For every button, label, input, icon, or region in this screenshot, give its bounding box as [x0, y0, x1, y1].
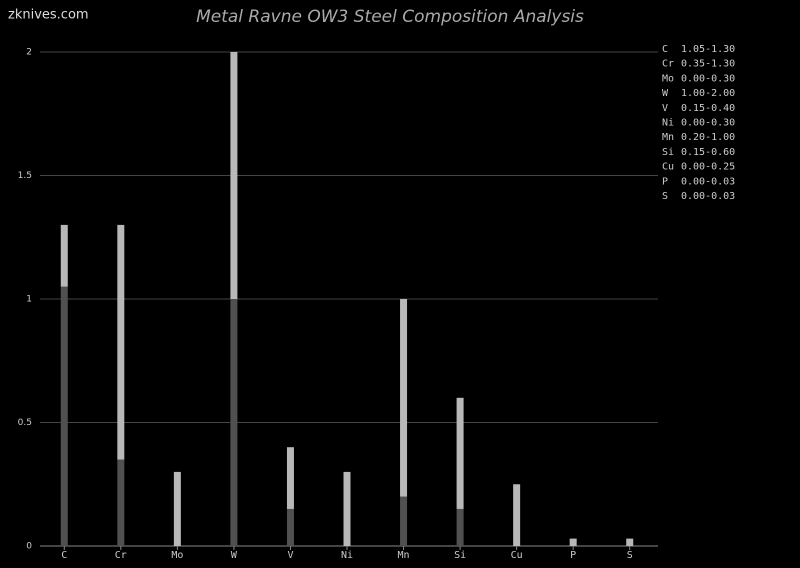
legend-category: V	[662, 103, 668, 114]
bar-range	[569, 538, 577, 546]
bar-range	[173, 471, 181, 546]
x-tick-label: P	[570, 550, 576, 561]
x-tick-label: Mo	[171, 550, 183, 561]
legend-category: W	[662, 88, 669, 99]
x-tick-label: Mn	[398, 550, 410, 561]
legend-category: Cu	[662, 162, 674, 173]
bar-min	[230, 299, 238, 546]
legend-category: Cr	[662, 59, 674, 70]
x-tick-label: Cu	[511, 550, 523, 561]
legend-range: 0.15-0.40	[681, 103, 735, 114]
bar-min	[400, 496, 408, 546]
legend-category: P	[662, 176, 668, 187]
x-tick-label: Si	[454, 550, 466, 561]
legend-range: 1.05-1.30	[681, 44, 735, 55]
bar-range	[60, 224, 68, 287]
legend-range: 0.15-0.60	[681, 147, 735, 158]
y-tick-label: 0.5	[18, 418, 32, 428]
legend-range: 0.20-1.00	[681, 132, 735, 143]
y-tick-label: 1	[26, 295, 32, 305]
bar-min	[117, 459, 125, 546]
bar-range	[456, 397, 464, 509]
x-tick-label: V	[287, 550, 293, 561]
legend-range: 0.00-0.25	[681, 162, 735, 173]
x-tick-label: W	[231, 550, 238, 561]
legend-range: 0.00-0.03	[681, 176, 735, 187]
legend-category: Ni	[662, 118, 674, 129]
x-tick-label: Cr	[115, 550, 127, 561]
y-tick-label: 0	[26, 542, 32, 552]
legend-range: 1.00-2.00	[681, 88, 735, 99]
legend-range: 0.00-0.03	[681, 191, 735, 202]
legend-category: S	[662, 191, 668, 202]
x-tick-label: Ni	[341, 550, 353, 561]
bar-range	[286, 447, 294, 509]
chart-title: Metal Ravne OW3 Steel Composition Analys…	[196, 7, 584, 27]
legend-range: 0.00-0.30	[681, 118, 735, 129]
bar-range	[626, 538, 634, 546]
legend-category: Mn	[662, 132, 674, 143]
legend-range: 0.00-0.30	[681, 73, 735, 84]
y-tick-label: 2	[26, 48, 32, 58]
bar-range	[513, 484, 521, 546]
legend-category: Mo	[662, 73, 674, 84]
bar-min	[60, 286, 68, 546]
bar-range	[117, 224, 125, 460]
x-tick-label: S	[627, 550, 633, 561]
x-tick-label: C	[61, 550, 67, 561]
y-tick-label: 1.5	[18, 171, 32, 181]
bar-range	[230, 52, 238, 299]
legend-category: C	[662, 44, 668, 55]
bar-min	[456, 508, 464, 546]
bar-range	[343, 471, 351, 546]
legend-range: 0.35-1.30	[681, 59, 735, 70]
watermark: zknives.com	[8, 8, 89, 23]
bar-range	[400, 299, 408, 497]
bar-min	[286, 508, 294, 546]
legend-category: Si	[662, 147, 674, 158]
